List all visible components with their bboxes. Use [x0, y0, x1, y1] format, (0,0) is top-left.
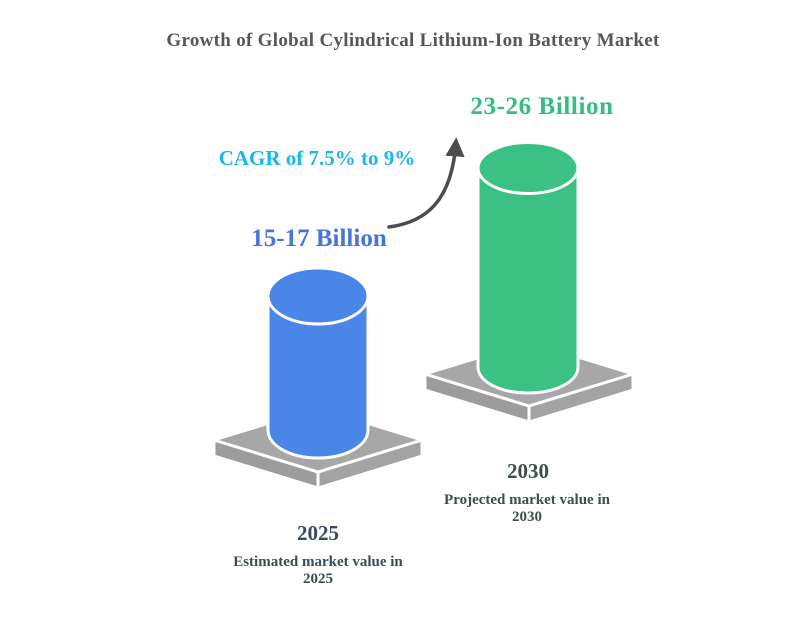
value-label-2025: 15-17 Billion	[251, 225, 387, 252]
year-label-2030: 2030	[507, 459, 549, 483]
caption-2025: Estimated market value in 2025	[233, 554, 403, 587]
bar-2025-cylinder	[266, 266, 370, 460]
value-label-2030: 23-26 Billion	[470, 93, 614, 120]
chart-title: Growth of Global Cylindrical Lithium-Ion…	[166, 30, 660, 51]
cagr-annotation: CAGR of 7.5% to 9%	[218, 146, 416, 170]
growth-arrow-icon	[387, 137, 465, 229]
year-label-2025: 2025	[297, 521, 339, 545]
caption-2030: Projected market value in 2030	[444, 492, 610, 525]
bar-2030-cylinder	[476, 141, 580, 395]
